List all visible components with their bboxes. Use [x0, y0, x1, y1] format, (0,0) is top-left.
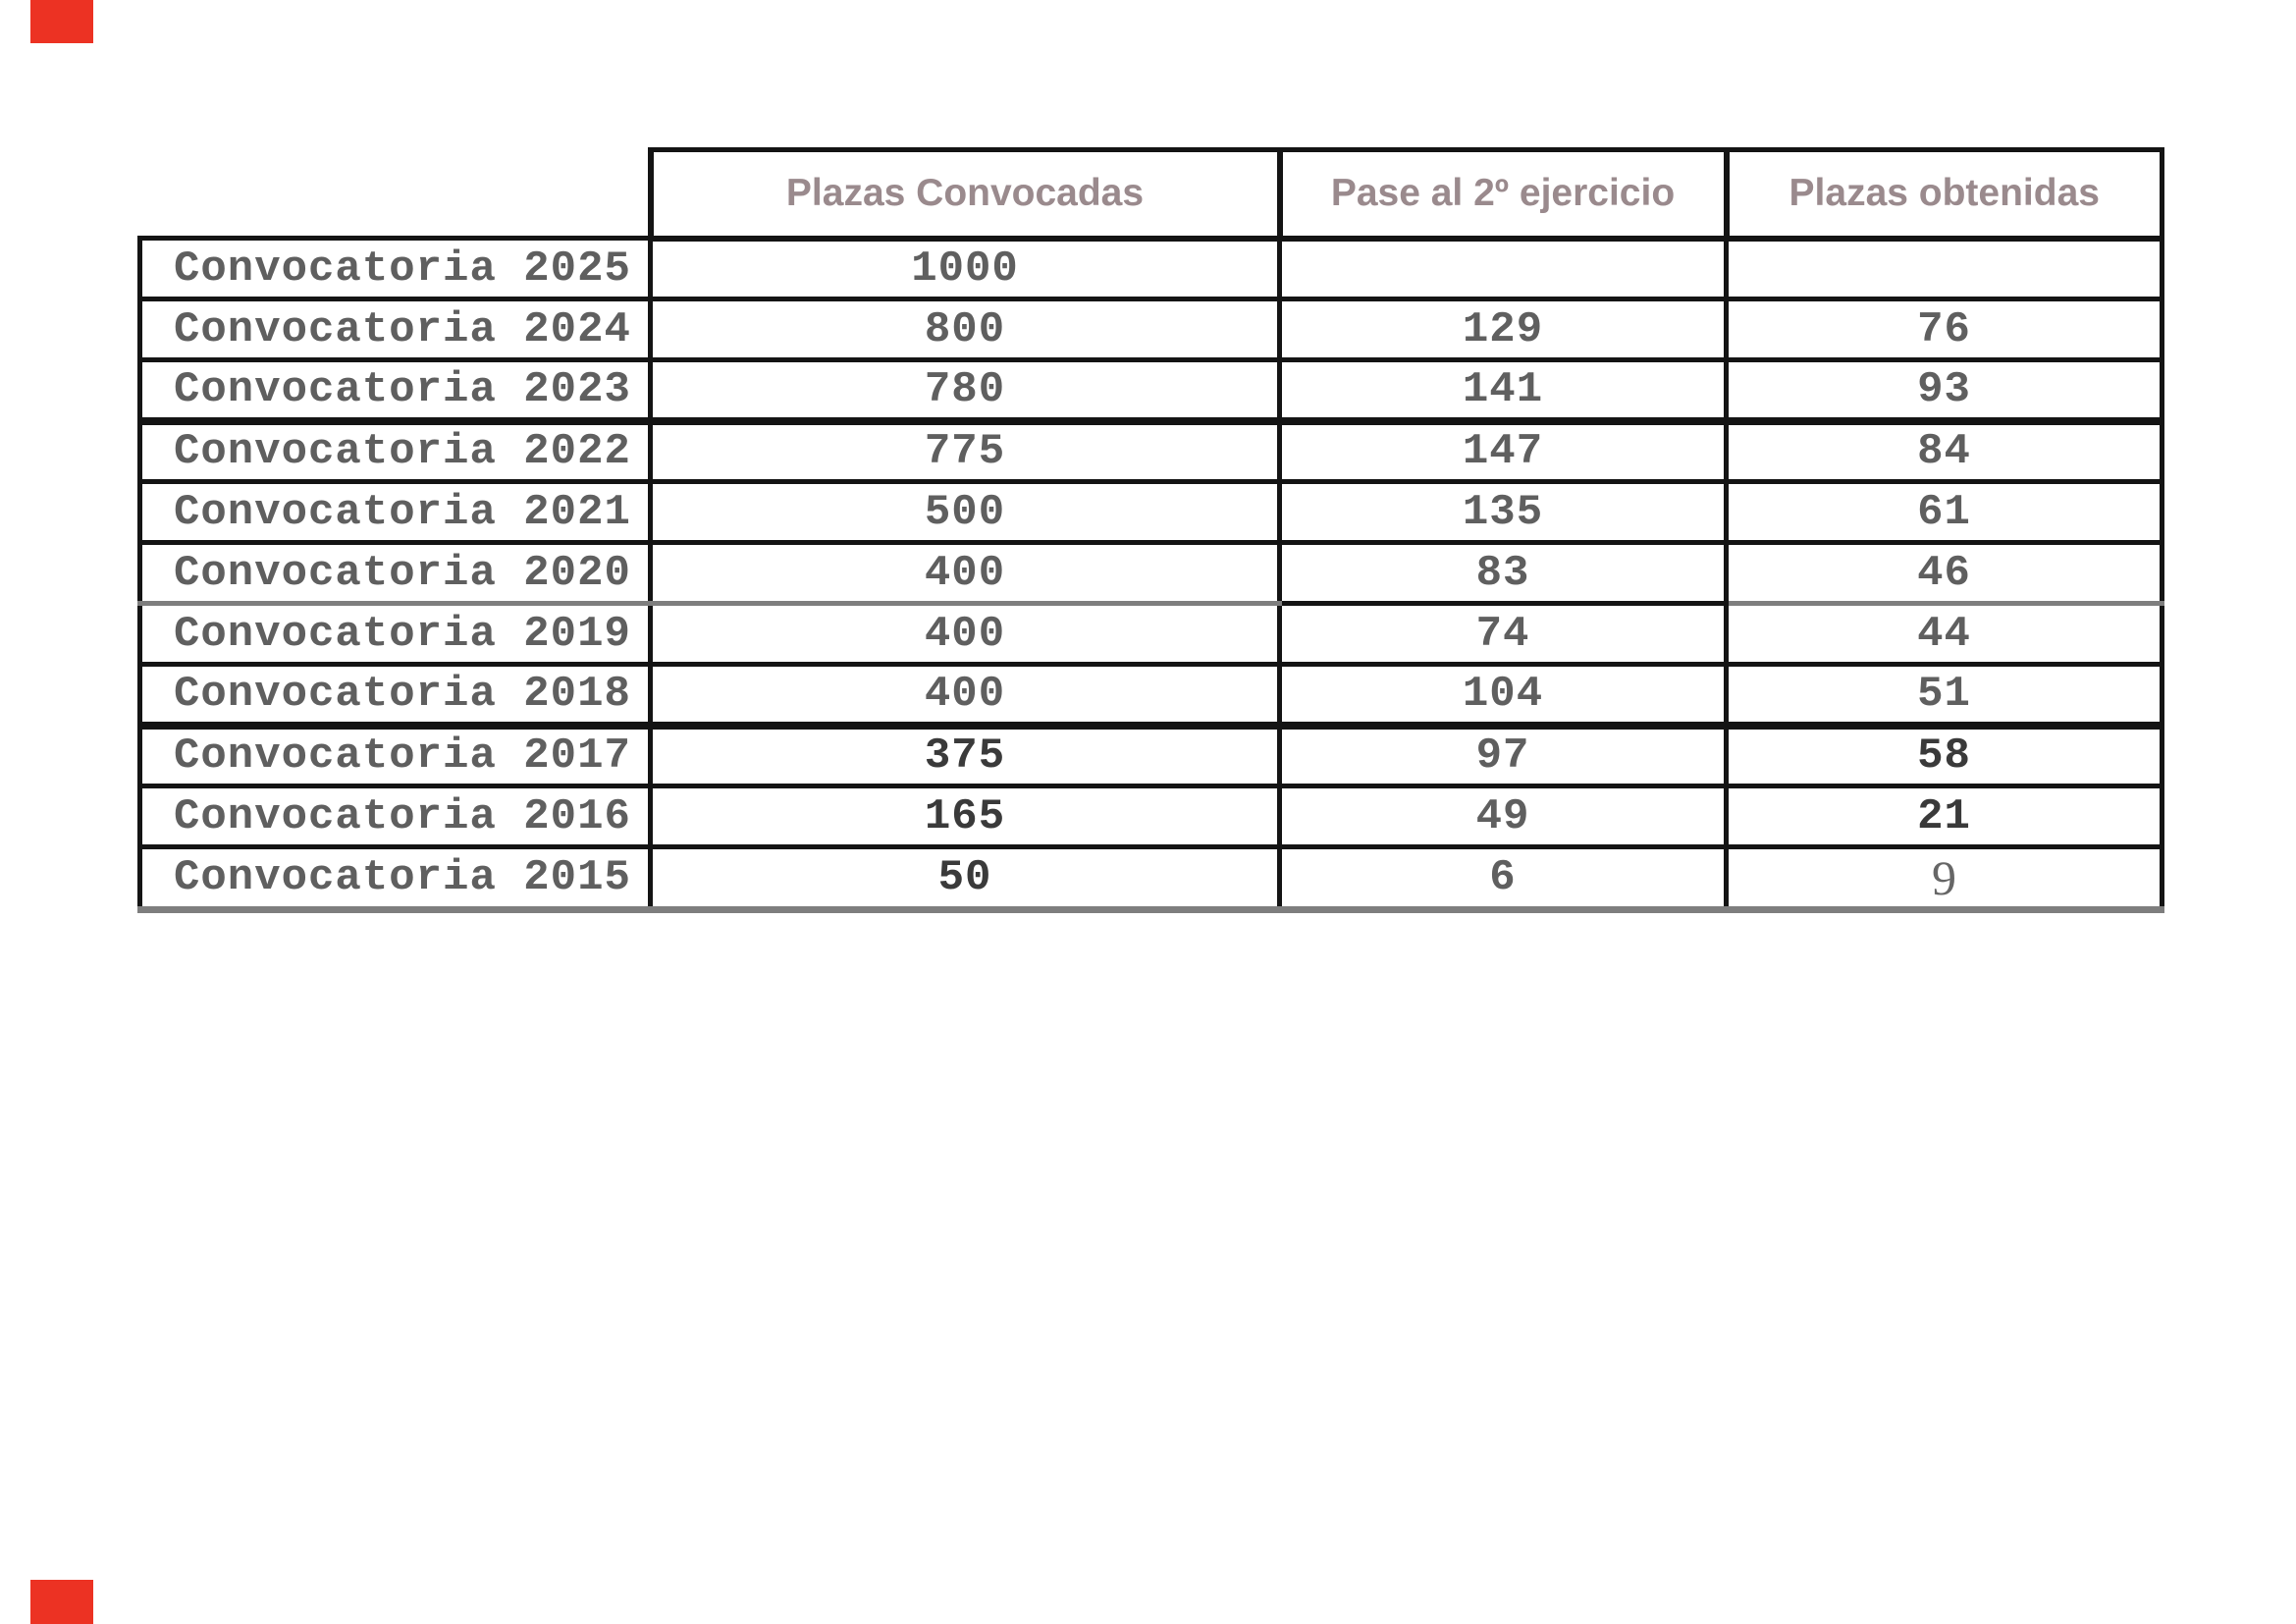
row-label-cell: Convocatoria 2019 — [137, 601, 653, 667]
table-cell: 141 — [1277, 357, 1729, 425]
header-row: Plazas Convocadas Pase al 2º ejercicio P… — [140, 147, 2164, 242]
table-cell: 6 — [1277, 844, 1729, 913]
table-row-2022: Convocatoria 2022 775 147 84 — [137, 418, 2164, 484]
table-cell: 46 — [1724, 540, 2164, 606]
table-cell: 500 — [648, 479, 1282, 545]
red-corner-mark-top-left — [30, 0, 93, 43]
table-cell: 400 — [648, 662, 1282, 730]
table-cell: 400 — [648, 601, 1282, 667]
table-cell: 1000 — [648, 236, 1282, 301]
table-cell: 97 — [1277, 723, 1729, 788]
row-label-cell: Convocatoria 2023 — [137, 357, 653, 425]
table-row-2023: Convocatoria 2023 780 141 93 — [137, 357, 2164, 425]
header-spacer-cell — [140, 150, 651, 239]
red-corner-mark-bottom-left — [30, 1580, 93, 1624]
table-cell: 51 — [1724, 662, 2164, 730]
table-cell: 780 — [648, 357, 1282, 425]
table-cell: 50 — [648, 844, 1282, 913]
table-cell — [1724, 236, 2164, 301]
row-label-cell: Convocatoria 2018 — [137, 662, 653, 730]
table-cell: 21 — [1724, 784, 2164, 849]
table-cell: 775 — [648, 418, 1282, 484]
table-row-2015: Convocatoria 2015 50 6 9 — [137, 844, 2164, 913]
table-cell: 61 — [1724, 479, 2164, 545]
row-label-cell: Convocatoria 2017 — [137, 723, 653, 788]
column-header-plazas-obtenidas: Plazas obtenidas — [1723, 147, 2164, 242]
row-label-cell: Convocatoria 2021 — [137, 479, 653, 545]
table-cell: 800 — [648, 297, 1282, 362]
table-row-2020: Convocatoria 2020 400 83 46 — [137, 540, 2164, 606]
table-cell: 49 — [1277, 784, 1729, 849]
row-label-cell: Convocatoria 2024 — [137, 297, 653, 362]
row-label-cell: Convocatoria 2020 — [137, 540, 653, 606]
table-cell: 104 — [1277, 662, 1729, 730]
table-cell — [1277, 236, 1729, 301]
table-row-2024: Convocatoria 2024 800 129 76 — [137, 297, 2164, 362]
row-label-cell: Convocatoria 2025 — [137, 236, 653, 301]
table-cell: 83 — [1277, 540, 1729, 606]
table-cell: 129 — [1277, 297, 1729, 362]
table-cell: 400 — [648, 540, 1282, 606]
table-cell: 74 — [1277, 601, 1729, 667]
table-cell: 147 — [1277, 418, 1729, 484]
table-cell: 165 — [648, 784, 1282, 849]
table-row-2016: Convocatoria 2016 165 49 21 — [137, 784, 2164, 849]
table-cell: 375 — [648, 723, 1282, 788]
convocatorias-stats-table: Plazas Convocadas Pase al 2º ejercicio P… — [137, 147, 2164, 913]
table-cell: 135 — [1277, 479, 1729, 545]
table-row-2025: Convocatoria 2025 1000 — [137, 236, 2164, 301]
row-label-cell: Convocatoria 2016 — [137, 784, 653, 849]
table-cell: 84 — [1724, 418, 2164, 484]
column-header-pase-segundo-ejercicio: Pase al 2º ejercicio — [1276, 147, 1729, 242]
table-cell: 9 — [1724, 844, 2164, 913]
row-label-cell: Convocatoria 2015 — [137, 844, 653, 913]
table-row-2019: Convocatoria 2019 400 74 44 — [137, 601, 2164, 667]
row-label-cell: Convocatoria 2022 — [137, 418, 653, 484]
table-row-2018: Convocatoria 2018 400 104 51 — [137, 662, 2164, 730]
table-cell: 76 — [1724, 297, 2164, 362]
table-row-2021: Convocatoria 2021 500 135 61 — [137, 479, 2164, 545]
column-header-plazas-convocadas: Plazas Convocadas — [647, 147, 1282, 242]
table-cell: 44 — [1724, 601, 2164, 667]
table-row-2017: Convocatoria 2017 375 97 58 — [137, 723, 2164, 788]
table-cell: 93 — [1724, 357, 2164, 425]
table-cell: 58 — [1724, 723, 2164, 788]
